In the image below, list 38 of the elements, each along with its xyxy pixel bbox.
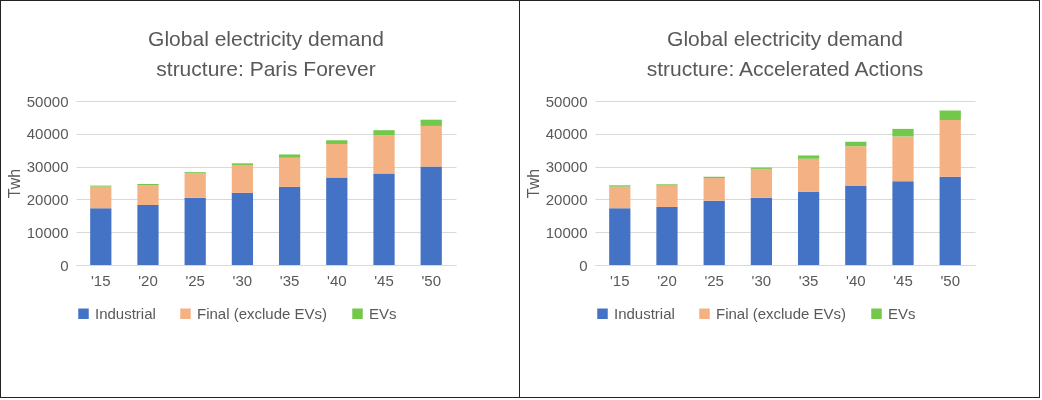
y-tick-label: 30000 [26,158,69,176]
x-tick-label: '15 [610,271,630,289]
x-tick-label: '25 [704,271,724,289]
y-tick-label: 10000 [26,223,69,241]
x-tick-label: '20 [138,271,158,289]
y-axis-title: Twh [524,168,542,199]
x-tick-label: '40 [846,271,866,289]
y-tick-label: 10000 [545,223,588,241]
y-tick-label: 50000 [26,92,69,110]
x-tick-label: '30 [232,271,253,289]
x-tick-label: '25 [185,271,205,289]
x-tick-label: '50 [421,271,441,289]
x-tick-label: '40 [327,271,347,289]
chart-title: Global electricity demand structure: Accelerated Actions [646,27,924,80]
y-tick-label: 0 [60,256,69,274]
y-tick-label: 0 [579,256,588,274]
chart-title: Global electricity demand structure: Paris Forever [148,27,384,80]
legend-label: Final (exclude EVs) [716,304,847,322]
legend-label: EVs [369,304,397,322]
x-tick-label: '30 [751,271,772,289]
y-tick-label: 20000 [26,190,69,208]
legend-label: Final (exclude EVs) [197,304,328,322]
y-tick-label: 20000 [545,190,588,208]
legend-label: Industrial [95,304,156,322]
y-axis-title: Twh [5,168,23,199]
x-tick-label: '35 [798,271,819,289]
y-tick-label: 30000 [545,158,588,176]
legend-label: EVs [888,304,916,322]
x-tick-label: '15 [91,271,111,289]
legend-label: Industrial [614,304,675,322]
y-tick-label: 40000 [545,125,588,143]
x-tick-label: '45 [374,271,394,289]
y-tick-label: 50000 [545,92,588,110]
x-tick-label: '35 [279,271,300,289]
x-tick-label: '45 [893,271,913,289]
x-tick-label: '50 [940,271,960,289]
x-tick-label: '20 [657,271,677,289]
y-tick-label: 40000 [26,125,69,143]
